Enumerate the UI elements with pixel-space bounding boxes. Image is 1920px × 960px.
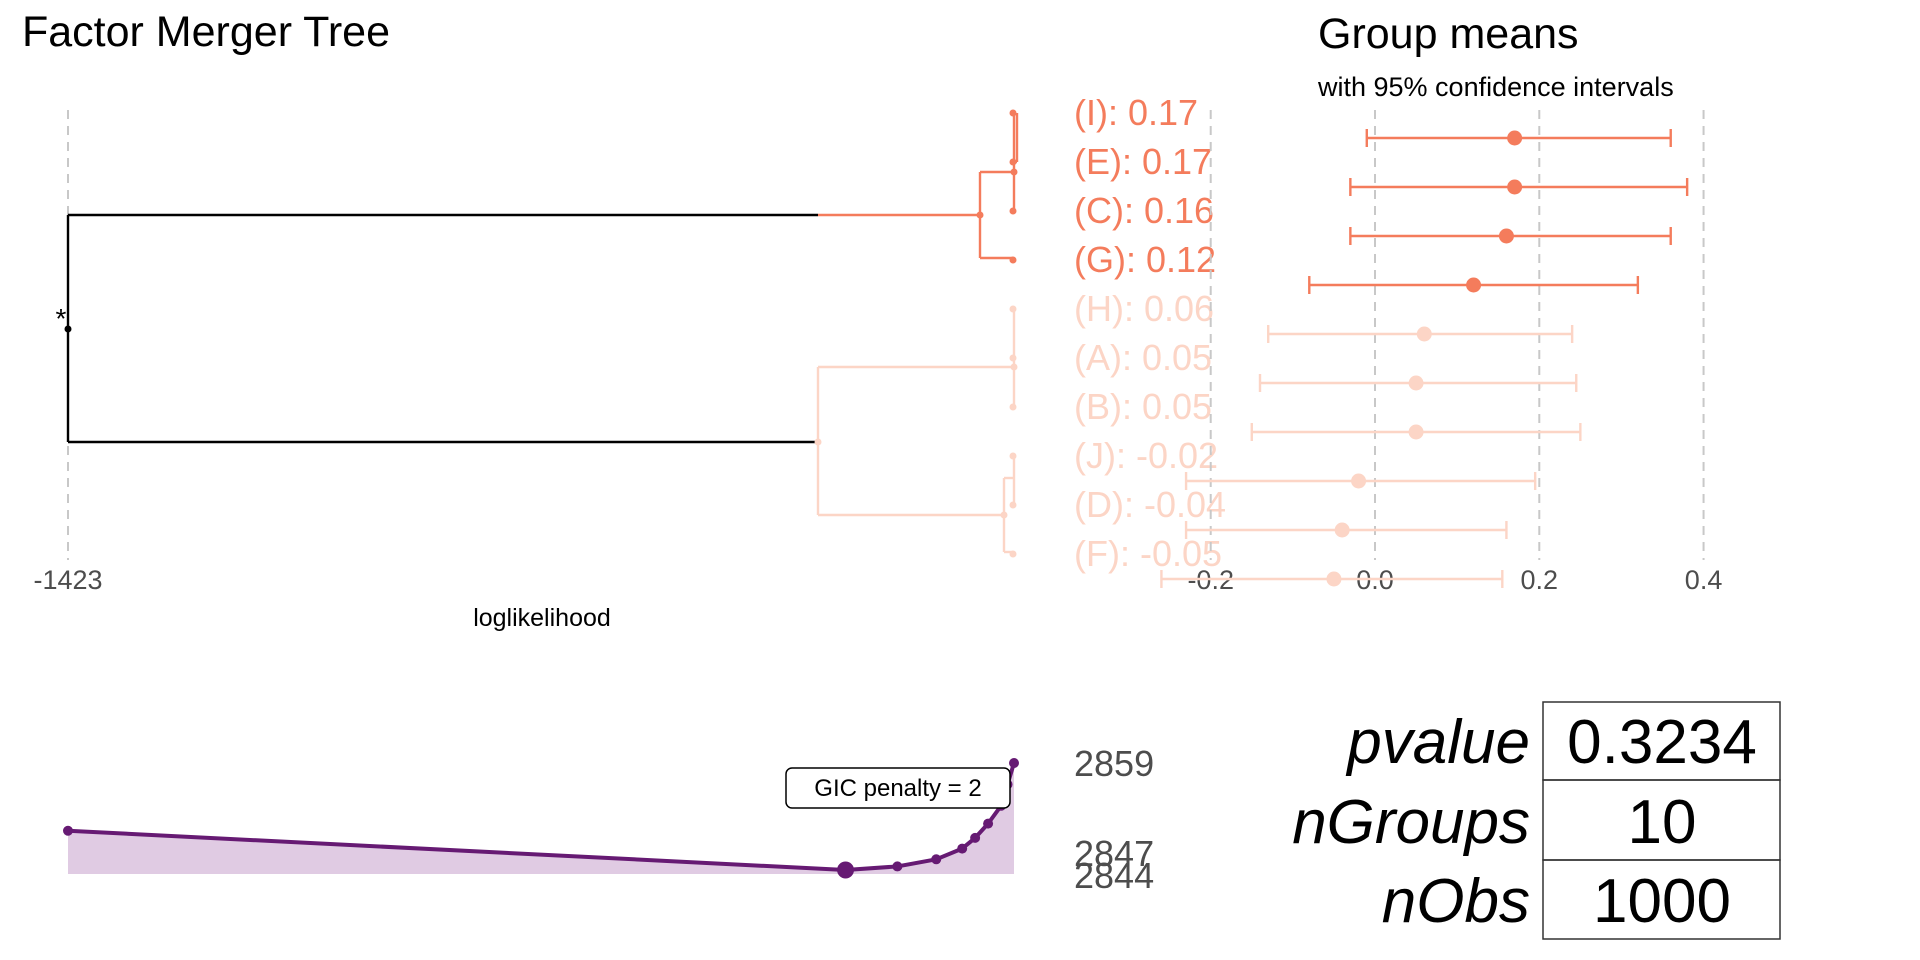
stats-value-pvalue: 0.3234 (1567, 708, 1757, 777)
mean-point (1507, 130, 1523, 146)
stats-key-ngroups: nGroups (1292, 788, 1530, 857)
tree-leaf-point (1009, 501, 1017, 509)
gic-penalty-text: GIC penalty = 2 (814, 775, 981, 802)
tree-node-cluster2 (814, 438, 822, 446)
group-means-panel: -0.2 0.0 0.2 0.4 (1160, 110, 1723, 595)
means-x-tick: 0.4 (1685, 565, 1723, 595)
tree-leaf-point (1009, 354, 1017, 362)
gic-penalty-label: GIC penalty = 2 (785, 767, 1011, 809)
tree-leaf-labels: (I): 0.17 (E): 0.17 (C): 0.16 (G): 0.12 (H):… (1074, 92, 1226, 574)
gic-label-top: 2859 (1074, 743, 1154, 784)
gic-penalty-box (785, 767, 1011, 809)
gic-point (931, 854, 942, 865)
tree-leaf-label: (F): -0.05 (1074, 533, 1222, 574)
tree-leaf-label: (B): 0.05 (1074, 386, 1212, 427)
tree-leaf-label: (A): 0.05 (1074, 337, 1212, 378)
means-subtitle: with 95% confidence intervals (1317, 72, 1674, 102)
stats-key-pvalue: pvalue (1345, 708, 1530, 777)
gic-point (63, 825, 73, 836)
tree-leaf-point (1009, 207, 1017, 215)
stats-key-nobs: nObs (1382, 867, 1530, 936)
stats-table: pvalue 0.3234 nGroups 10 nObs 1000 (1292, 701, 1781, 940)
stats-value-nobs: 1000 (1593, 867, 1731, 936)
tree-leaf-label: (I): 0.17 (1074, 92, 1198, 133)
tree-leaf-label: (E): 0.17 (1074, 141, 1212, 182)
stats-cell-nobs (1542, 859, 1781, 940)
tree-leaf-label: (D): -0.04 (1074, 484, 1226, 525)
tree-leaf-point (1009, 305, 1017, 313)
tree-leaf-label: (C): 0.16 (1074, 190, 1214, 231)
mean-point (1408, 375, 1424, 391)
mean-point (1326, 571, 1342, 587)
tree-node-iec (1010, 168, 1018, 176)
mean-point (1334, 522, 1350, 538)
mean-point (1466, 277, 1482, 293)
gic-point (983, 818, 994, 829)
tree-node-cluster1 (976, 211, 984, 219)
tree-node-jdf (1000, 511, 1008, 519)
tree-node-hab (1010, 363, 1018, 371)
tree-leaf-point (1009, 256, 1017, 264)
gic-label-bottom: 2844 (1074, 855, 1154, 896)
tree-leaf-point (1009, 403, 1017, 411)
mean-point (1408, 424, 1424, 440)
tree-leaf-point (1009, 550, 1017, 558)
tree-x-axis-label: loglikelihood (473, 604, 611, 632)
gic-point (970, 832, 981, 843)
gic-selected-point (837, 861, 855, 879)
mean-point (1351, 473, 1367, 489)
tree-leaf-point (1009, 158, 1017, 166)
means-x-tick: 0.2 (1521, 565, 1559, 595)
gic-label-mid: 2847 (1074, 833, 1154, 874)
tree-x-tick: -1423 (33, 565, 102, 595)
merger-tree-panel (64, 109, 1019, 560)
tree-title: Factor Merger Tree (22, 8, 390, 56)
mean-point (1507, 179, 1523, 195)
gic-axis-labels: 2859 2847 2844 (1074, 743, 1154, 896)
means-title: Group means (1318, 10, 1579, 58)
stats-value-ngroups: 10 (1628, 788, 1697, 857)
gic-area (68, 763, 1014, 874)
mean-point (1498, 228, 1514, 244)
tree-leaf-label: (H): 0.06 (1074, 288, 1214, 329)
root-marker: * (56, 303, 67, 334)
gic-point (1009, 758, 1019, 768)
tree-node-root (64, 325, 72, 333)
tree-leaf-point (1009, 109, 1017, 117)
tree-leaf-point (1009, 452, 1017, 460)
mean-point (1416, 326, 1432, 342)
tree-leaf-label: (G): 0.12 (1074, 239, 1216, 280)
tree-leaf-label: (J): -0.02 (1074, 435, 1218, 476)
gic-point (892, 861, 903, 872)
gic-point (957, 843, 968, 854)
